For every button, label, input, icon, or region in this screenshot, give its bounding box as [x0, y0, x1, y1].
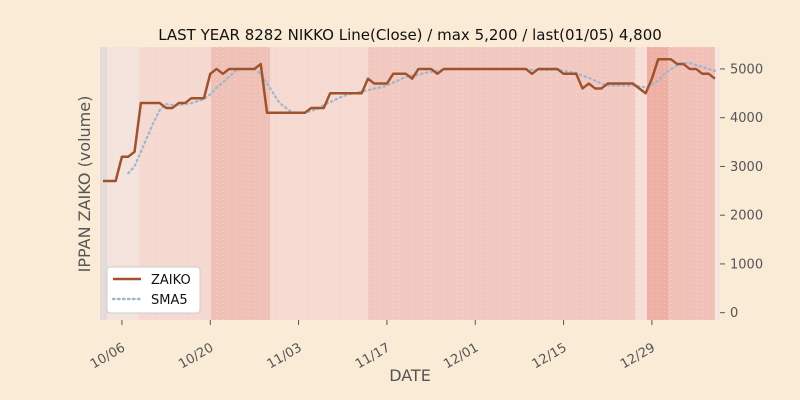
- background-band: [715, 47, 720, 320]
- background-band: [668, 47, 715, 320]
- y-tick-label: 3000: [730, 160, 763, 175]
- background-band: [647, 47, 668, 320]
- y-axis-label: IPPAN ZAIKO (volume): [75, 96, 94, 273]
- background-band: [270, 47, 368, 320]
- legend-label-zaiko: ZAIKO: [151, 273, 191, 288]
- x-tick-label: 12/01: [441, 340, 481, 372]
- x-tick-label: 10/06: [88, 340, 128, 372]
- x-tick-label: 12/15: [530, 340, 570, 372]
- legend: ZAIKO SMA5: [106, 266, 201, 314]
- chart-title: LAST YEAR 8282 NIKKO Line(Close) / max 5…: [158, 26, 662, 44]
- background-band: [100, 47, 107, 320]
- series-lines: [103, 57, 717, 183]
- y-tick-label: 0: [730, 306, 738, 321]
- y-tick-label: 2000: [730, 209, 763, 224]
- background-band: [635, 47, 647, 320]
- y-tick-label: 1000: [730, 257, 763, 272]
- legend-label-sma5: SMA5: [151, 293, 188, 308]
- x-tick-label: 11/17: [353, 340, 393, 372]
- background-band: [368, 47, 635, 320]
- series-line-zaiko: [103, 57, 716, 183]
- x-axis-label: DATE: [389, 366, 431, 385]
- y-axis: 0 1000 2000 3000 4000 5000: [720, 62, 763, 321]
- x-tick-label: 12/29: [618, 340, 658, 372]
- background-band: [211, 47, 270, 320]
- y-tick-label: 5000: [730, 62, 763, 77]
- x-tick-label: 11/03: [265, 340, 305, 372]
- y-tick-label: 4000: [730, 111, 763, 126]
- x-tick-label: 10/20: [176, 340, 216, 372]
- x-axis: 10/06 10/20 11/03 11/17 12/01 12/15 12/29: [88, 320, 658, 372]
